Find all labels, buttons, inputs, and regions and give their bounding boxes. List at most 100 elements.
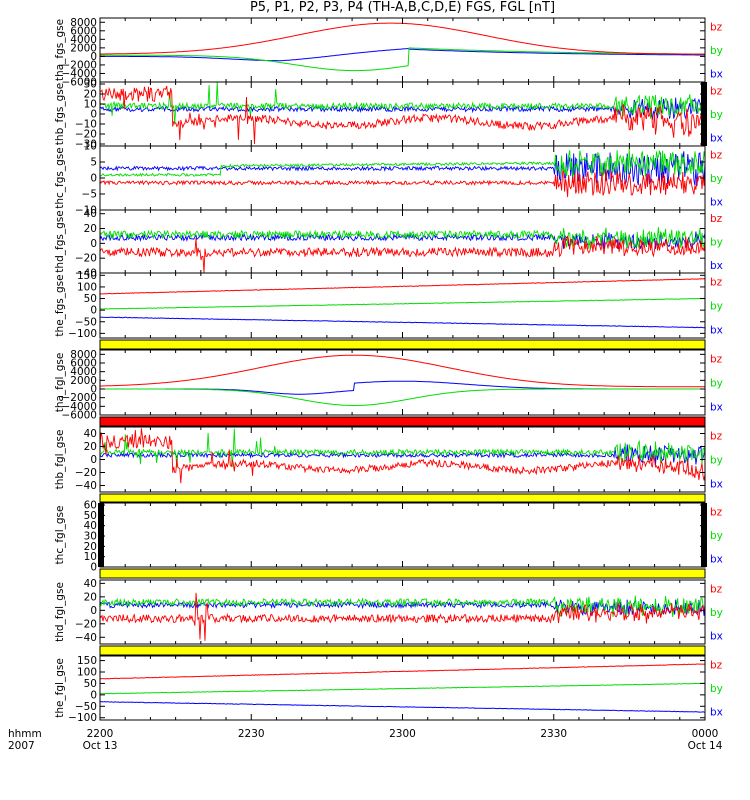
legend-bz: bz bbox=[710, 659, 723, 671]
y-tick-label: 40 bbox=[84, 578, 97, 590]
y-tick-label: −6000 bbox=[61, 410, 97, 422]
panel-frame bbox=[99, 17, 706, 83]
y-axis-label: thc_fgl_gse bbox=[54, 506, 66, 565]
series-bx-line bbox=[99, 444, 706, 466]
legend-bx: bx bbox=[710, 325, 723, 337]
series-bz-line bbox=[99, 428, 706, 484]
y-tick-label: 100 bbox=[77, 281, 97, 293]
legend-bz: bz bbox=[710, 213, 723, 225]
y-tick-label: −5 bbox=[82, 189, 97, 201]
series-by-line bbox=[99, 148, 706, 178]
legend-by: by bbox=[710, 45, 723, 57]
series-bx-line bbox=[99, 151, 706, 187]
y-tick-label: 50 bbox=[84, 510, 97, 522]
series-by-line bbox=[99, 81, 706, 125]
y-tick-label: 0 bbox=[90, 689, 97, 701]
y-tick-label: 0 bbox=[90, 173, 97, 185]
y-tick-label: −10 bbox=[75, 119, 97, 131]
y-tick-label: −100 bbox=[68, 712, 97, 724]
y-tick-label: −20 bbox=[75, 467, 97, 479]
y-tick-label: 0 bbox=[90, 238, 97, 250]
legend-bx: bx bbox=[710, 69, 723, 81]
flag-bar-yellow bbox=[99, 493, 706, 503]
panel-tha_fgl_gse: 80006000400020000−2000−4000−6000tha_fgl_… bbox=[54, 349, 723, 422]
y-tick-label: −20 bbox=[75, 618, 97, 630]
legend-bx: bx bbox=[710, 631, 723, 643]
y-tick-label: −40 bbox=[75, 480, 97, 492]
legend-bx: bx bbox=[710, 133, 723, 145]
series-bz-line bbox=[99, 592, 706, 641]
legend-by: by bbox=[710, 109, 723, 121]
legend-bz: bz bbox=[710, 85, 723, 97]
x-tick-label: 0000 bbox=[692, 728, 719, 740]
y-tick-label: 20 bbox=[84, 591, 97, 603]
y-tick-label: 20 bbox=[84, 89, 97, 101]
series-bz-line bbox=[99, 169, 706, 198]
x-tick-label: 2330 bbox=[540, 728, 567, 740]
legend-bx: bx bbox=[710, 479, 723, 491]
series-by-line bbox=[99, 595, 706, 617]
y-tick-label: 150 bbox=[77, 270, 97, 282]
y-tick-label: 40 bbox=[84, 520, 97, 532]
y-tick-label: −20 bbox=[75, 253, 97, 265]
panel-thc_fgs_gse: 10 5 0 −5 −10 thc_fgs_gse bz by bx bbox=[54, 141, 723, 217]
series-by-line bbox=[100, 388, 705, 406]
panel-frame bbox=[99, 272, 706, 339]
y-axis-label: thd_fgs_gse bbox=[54, 210, 66, 272]
legend-by: by bbox=[710, 683, 723, 695]
legend-bz: bz bbox=[710, 506, 723, 518]
series-bx-line bbox=[100, 48, 705, 62]
x-tick-label: 2300 bbox=[389, 728, 416, 740]
y-tick-label: −10 bbox=[75, 205, 97, 217]
y-tick-label: 5 bbox=[90, 157, 97, 169]
y-tick-label: 6000 bbox=[70, 358, 97, 370]
y-tick-label: 40 bbox=[84, 208, 97, 220]
y-tick-label: −30 bbox=[75, 139, 97, 151]
flag-bar-yellow bbox=[99, 645, 706, 656]
legend-by: by bbox=[710, 173, 723, 185]
y-tick-label: 4000 bbox=[70, 366, 97, 378]
legend-bz: bz bbox=[710, 583, 723, 595]
series-bz-line bbox=[100, 354, 705, 388]
legend-by: by bbox=[710, 530, 723, 542]
y-tick-label: 0 bbox=[90, 605, 97, 617]
series-bz-line bbox=[99, 663, 706, 680]
panel-thd_fgs_gse: 40 20 0 −20 −40 thd_fgs_gse bz by bx bbox=[54, 208, 723, 279]
x-date-label: Oct 13 bbox=[83, 740, 118, 752]
legend-by: by bbox=[710, 301, 723, 313]
y-tick-label: −6000 bbox=[61, 77, 97, 89]
y-tick-label: 0 bbox=[90, 51, 97, 63]
y-tick-label: 8000 bbox=[70, 17, 97, 29]
no-data-band-left bbox=[98, 503, 104, 567]
panel-frame bbox=[99, 502, 706, 568]
y-axis-label: thb_fgl_gse bbox=[54, 430, 66, 490]
y-tick-label: 10 bbox=[84, 551, 97, 563]
y-tick-label: −20 bbox=[75, 129, 97, 141]
y-tick-label: 0 bbox=[90, 109, 97, 121]
legend-bx: bx bbox=[710, 707, 723, 719]
series-by-line bbox=[99, 682, 706, 695]
legend-bz: bz bbox=[710, 430, 723, 442]
panel-frame bbox=[99, 145, 706, 211]
y-tick-label: −4000 bbox=[61, 401, 97, 413]
y-tick-label: 100 bbox=[77, 667, 97, 679]
series-by-line bbox=[99, 297, 706, 310]
panel-frame bbox=[99, 349, 706, 416]
y-tick-label: 60 bbox=[84, 500, 97, 512]
y-tick-label: 0 bbox=[90, 384, 97, 396]
series-by-line bbox=[99, 227, 706, 249]
x-tick-label: 2230 bbox=[238, 728, 265, 740]
legend-bx: bx bbox=[710, 197, 723, 209]
series-bx-line bbox=[99, 701, 706, 713]
x-date-label: Oct 14 bbox=[688, 740, 723, 752]
y-tick-label: 20 bbox=[84, 223, 97, 235]
chart-title: P5, P1, P2, P3, P4 (TH-A,B,C,D,E) FGS, F… bbox=[249, 0, 556, 15]
y-tick-label: −2000 bbox=[61, 59, 97, 71]
y-tick-label: 0 bbox=[90, 454, 97, 466]
